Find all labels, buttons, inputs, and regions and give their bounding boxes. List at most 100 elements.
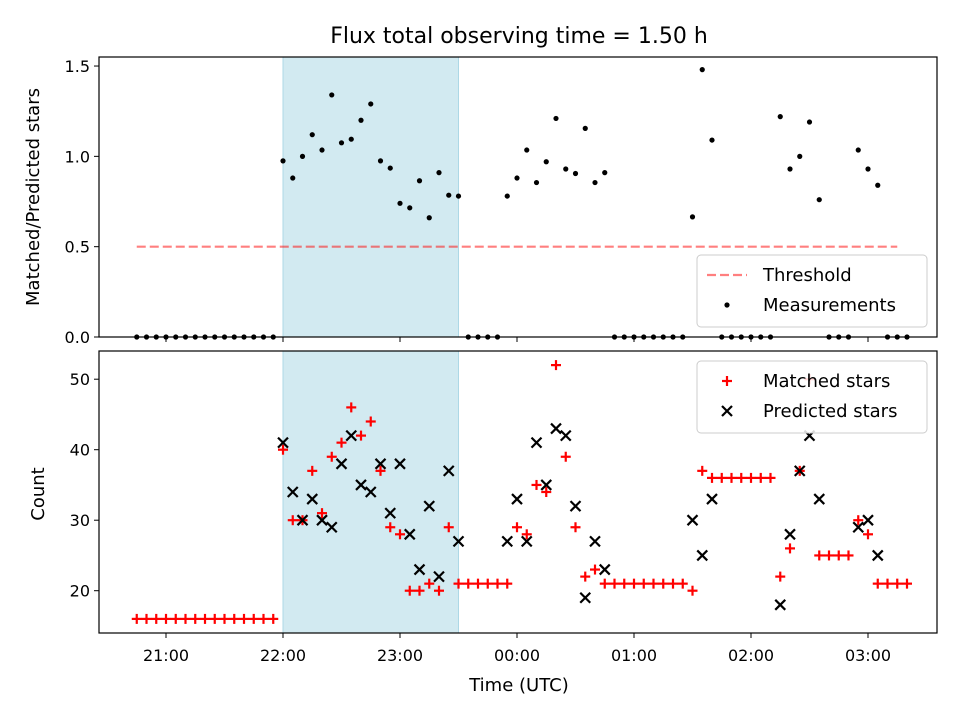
data-point-b — [286, 486, 299, 498]
data-point-b — [550, 422, 562, 435]
data-point — [875, 182, 881, 188]
data-point — [707, 472, 717, 483]
data-point — [687, 585, 698, 596]
data-point — [463, 578, 474, 589]
data-point — [219, 613, 230, 624]
data-point — [286, 486, 299, 498]
legend-marker-swatch-b — [721, 405, 733, 417]
data-point — [404, 585, 415, 596]
data-point — [514, 175, 520, 181]
data-point — [855, 147, 861, 153]
data-point — [278, 444, 288, 455]
data-point — [658, 578, 669, 589]
data-point — [872, 578, 883, 589]
legend: Matched stars Predicted stars — [696, 360, 928, 434]
data-point — [151, 613, 162, 624]
data-point — [326, 451, 337, 462]
data-point — [299, 153, 306, 159]
data-point — [582, 125, 588, 131]
data-point-b — [384, 507, 397, 519]
data-point — [775, 571, 786, 582]
data-point-b — [569, 500, 582, 512]
data-point — [511, 493, 523, 505]
data-point — [580, 571, 591, 582]
data-point — [629, 578, 639, 589]
data-point — [592, 179, 598, 186]
data-point — [569, 500, 582, 512]
data-point — [553, 115, 559, 122]
data-point-b — [696, 549, 709, 562]
data-point-b — [325, 521, 338, 534]
legend-marker-swatch — [721, 405, 733, 417]
data-point — [200, 613, 210, 624]
data-point — [141, 613, 152, 624]
data-point-b — [520, 535, 533, 548]
data-point — [533, 179, 540, 186]
data-point — [686, 514, 699, 526]
data-point — [902, 578, 912, 589]
y-tick-label: 40 — [70, 441, 90, 460]
data-point-b — [813, 493, 826, 505]
data-point — [726, 472, 737, 483]
data-point — [377, 158, 384, 164]
data-point-b — [316, 514, 328, 526]
data-point — [797, 153, 803, 159]
x-tick-label: 23:00 — [377, 646, 423, 665]
data-point — [590, 564, 600, 575]
data-point-b — [345, 429, 358, 442]
y-tick-label: 30 — [70, 511, 90, 530]
data-point — [551, 360, 561, 371]
data-point-b — [355, 479, 367, 491]
data-point — [765, 472, 776, 483]
data-point — [824, 550, 834, 561]
data-point — [512, 522, 522, 533]
data-point-b — [862, 514, 874, 526]
data-point — [598, 563, 611, 576]
data-point-b — [433, 570, 445, 583]
data-point — [309, 132, 315, 138]
data-point-b — [589, 535, 601, 548]
x-tick-label: 02:00 — [728, 646, 774, 665]
data-point — [356, 430, 366, 441]
y-tick-label: 1.0 — [65, 147, 90, 166]
data-point — [563, 166, 569, 172]
data-point — [560, 451, 571, 462]
data-point — [793, 465, 806, 477]
data-point — [746, 472, 756, 483]
data-point — [813, 493, 826, 505]
y-tick-label: 0.5 — [65, 238, 90, 257]
chart-title: Flux total observing time = 1.50 h — [330, 24, 708, 49]
data-point — [446, 192, 452, 198]
legend-label: Threshold — [762, 265, 852, 286]
data-point-b — [598, 563, 611, 576]
data-point — [833, 550, 844, 561]
data-point-b — [852, 521, 865, 534]
series-predicted-stars — [277, 422, 884, 611]
count-panel: 20 30 40 50 21:00 22:00 23:00 00:00 01:00 02:00 03… — [70, 350, 938, 665]
data-point — [689, 214, 696, 220]
data-point — [325, 521, 338, 534]
data-point — [442, 465, 455, 477]
data-point — [504, 193, 510, 199]
data-point — [209, 613, 220, 624]
data-point-b — [374, 458, 387, 470]
data-point — [784, 528, 796, 541]
data-point — [345, 429, 358, 442]
data-point — [677, 578, 688, 589]
data-point — [530, 436, 543, 449]
data-point — [716, 472, 727, 483]
data-point — [277, 436, 289, 449]
data-point — [407, 205, 413, 211]
data-point — [865, 166, 871, 172]
observing-window-shade — [282, 56, 459, 338]
data-point — [755, 472, 766, 483]
data-point-b — [452, 535, 465, 548]
data-point — [403, 528, 416, 541]
data-point — [697, 465, 708, 476]
x-tick-label: 22:00 — [260, 646, 306, 665]
data-point-b — [335, 458, 348, 470]
data-point — [871, 549, 884, 562]
data-point — [170, 613, 181, 624]
data-point — [892, 578, 903, 589]
